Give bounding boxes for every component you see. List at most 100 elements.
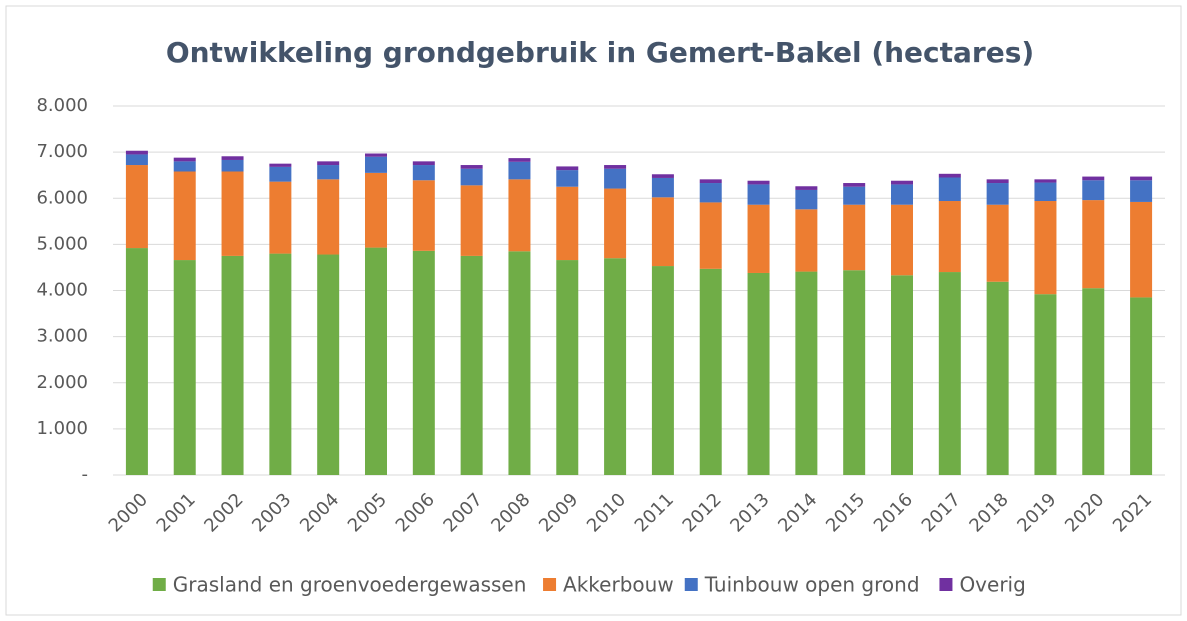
bar-segment — [365, 172, 387, 248]
legend-swatch — [152, 578, 166, 591]
chart-title: Ontwikkeling grondgebruik in Gemert-Bake… — [166, 36, 1034, 69]
bar-segment — [1130, 176, 1153, 181]
bar-segment — [365, 153, 387, 157]
legend-swatch — [684, 578, 698, 591]
bar-segment — [747, 180, 770, 185]
bar-segment — [269, 163, 292, 167]
bar-segment — [891, 204, 913, 276]
bar-segment — [938, 272, 961, 475]
legend-label: Tuinbouw open grond — [704, 573, 920, 597]
bar-segment — [221, 156, 244, 160]
bar-segment — [651, 177, 674, 198]
bar-segment — [1034, 201, 1057, 295]
legend-swatch — [543, 578, 557, 591]
bar-segment — [795, 189, 818, 210]
bar-segment — [651, 197, 674, 267]
bar-segment — [699, 183, 722, 203]
bar-segment — [795, 209, 818, 272]
bar-segment — [412, 180, 435, 251]
bar-segment — [891, 180, 913, 185]
bar-segment — [508, 158, 531, 162]
bar-segment — [173, 157, 196, 162]
bar-segment — [795, 186, 818, 190]
y-tick-label: 8.000 — [36, 95, 88, 116]
chart-border — [5, 5, 1182, 616]
legend-label: Overig — [959, 573, 1025, 597]
y-tick-label: 1.000 — [36, 418, 88, 439]
bar-segment — [843, 186, 866, 205]
bar-segment — [699, 179, 722, 184]
bar-segment — [412, 165, 435, 181]
legend-label: Akkerbouw — [563, 573, 674, 597]
bar-segment — [460, 185, 483, 256]
bar-segment — [1130, 180, 1153, 202]
bar-segment — [317, 254, 340, 475]
bar-segment — [412, 161, 435, 166]
bar-segment — [460, 165, 483, 169]
bar-segment — [699, 268, 722, 475]
bar-segment — [173, 161, 196, 172]
bar-segment — [843, 270, 866, 475]
bar-segment — [604, 258, 627, 475]
bar-segment — [173, 171, 196, 261]
bar-segment — [365, 247, 387, 475]
bar-segment — [1034, 179, 1057, 183]
bar-segment — [269, 253, 292, 475]
bar-segment — [221, 255, 244, 475]
bar-segment — [173, 260, 196, 475]
bar-segment — [125, 154, 148, 166]
bar-segment — [938, 177, 961, 202]
bar-segment — [604, 165, 627, 169]
bar-segment — [1082, 288, 1105, 475]
bar-segment — [747, 184, 770, 205]
bar-segment — [843, 183, 866, 187]
bar-segment — [556, 166, 579, 171]
bar-segment — [556, 186, 579, 261]
bar-segment — [508, 161, 531, 180]
bar-segment — [1130, 297, 1153, 475]
bar-segment — [938, 173, 961, 178]
bar-segment — [604, 188, 627, 259]
bar-segment — [125, 165, 148, 249]
bar-segment — [843, 204, 866, 271]
bar-segment — [747, 272, 770, 475]
bar-segment — [938, 201, 961, 273]
bar-segment — [1034, 182, 1057, 202]
bar-segment — [795, 271, 818, 475]
bar-segment — [221, 159, 244, 172]
bar-segment — [1082, 200, 1105, 289]
bar-segment — [125, 150, 148, 155]
bar-segment — [317, 179, 340, 255]
bar-segment — [460, 168, 483, 186]
y-tick-label: 2.000 — [36, 372, 88, 393]
bar-segment — [269, 166, 292, 182]
bar-segment — [125, 248, 148, 475]
y-tick-label: - — [82, 464, 89, 485]
bar-segment — [317, 165, 340, 180]
bar-segment — [269, 181, 292, 254]
y-tick-label: 6.000 — [36, 187, 88, 208]
bar-segment — [891, 275, 913, 475]
bar-segment — [747, 204, 770, 273]
bar-segment — [1130, 201, 1153, 298]
bar-segment — [891, 184, 913, 205]
bar-segment — [508, 251, 531, 475]
bar-segment — [317, 161, 340, 166]
bar-segment — [604, 168, 627, 189]
bar-segment — [1082, 176, 1105, 181]
bar-segment — [986, 183, 1009, 205]
legend-label: Grasland en groenvoedergewassen — [173, 573, 527, 597]
bar-segment — [365, 156, 387, 173]
y-tick-label: 7.000 — [36, 141, 88, 162]
bar-segment — [651, 174, 674, 178]
bar-segment — [986, 179, 1009, 184]
bar-segment — [986, 281, 1009, 475]
bar-segment — [1034, 294, 1057, 475]
y-tick-label: 4.000 — [36, 280, 88, 301]
bar-segment — [699, 202, 722, 269]
bar-segment — [412, 250, 435, 475]
bar-segment — [221, 171, 244, 256]
bar-segment — [556, 260, 579, 475]
y-tick-label: 3.000 — [36, 326, 88, 347]
